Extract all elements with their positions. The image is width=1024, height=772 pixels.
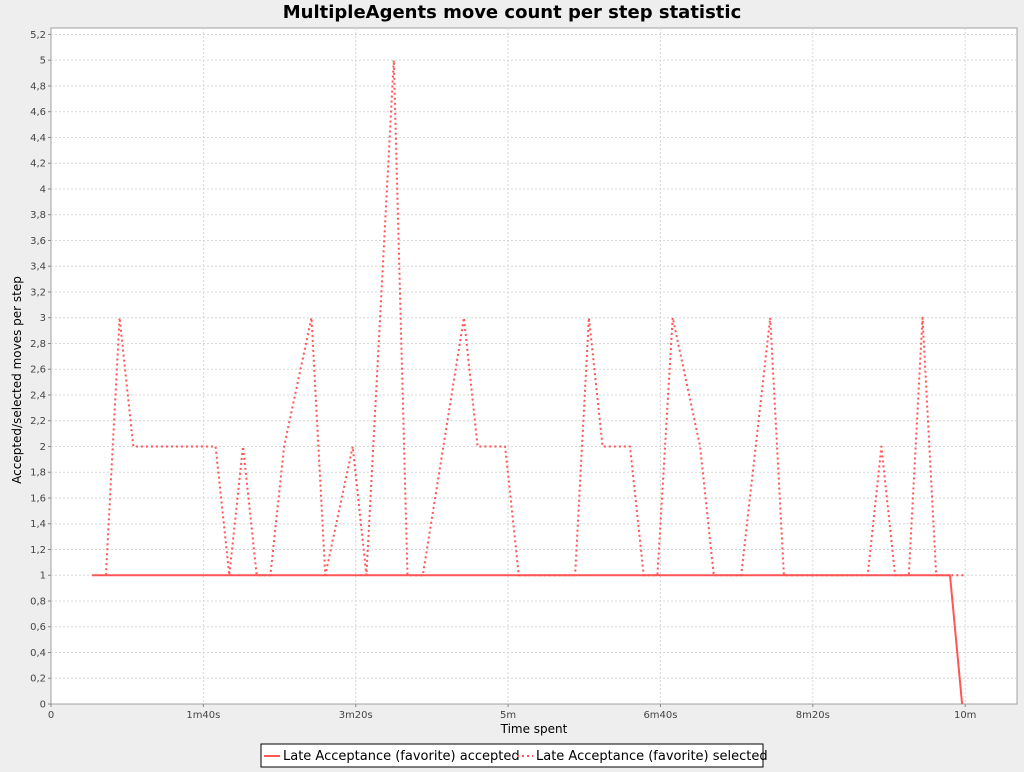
- x-tick-label: 3m20s: [339, 710, 373, 721]
- y-tick-label: 5,2: [30, 30, 46, 41]
- x-tick-label: 10m: [954, 710, 976, 721]
- y-tick-label: 1: [40, 571, 46, 582]
- x-axis-ticks: 0 1m40s 3m20s 5m 6m40s 8m20s 10m: [48, 704, 976, 721]
- y-tick-label: 0,2: [30, 674, 46, 685]
- y-tick-label: 2,2: [30, 416, 46, 427]
- y-tick-label: 2,8: [30, 339, 46, 350]
- y-tick-label: 3: [40, 313, 46, 324]
- x-tick-label: 8m20s: [796, 710, 830, 721]
- legend-label-accepted: Late Acceptance (favorite) accepted: [283, 749, 520, 764]
- y-tick-label: 2: [40, 442, 46, 453]
- y-tick-label: 0,8: [30, 596, 46, 607]
- series-layer: [92, 59, 964, 705]
- x-axis-label: Time spent: [500, 722, 568, 736]
- y-tick-label: 2,6: [30, 365, 46, 376]
- y-tick-label: 0,6: [30, 622, 46, 633]
- legend: Late Acceptance (favorite) accepted Late…: [260, 743, 768, 768]
- y-tick-label: 5: [40, 56, 46, 67]
- y-tick-label: 1,8: [30, 468, 46, 479]
- y-tick-label: 0,4: [30, 648, 46, 659]
- y-tick-label: 1,6: [30, 493, 46, 504]
- chart-title: MultipleAgents move count per step stati…: [283, 2, 742, 23]
- y-tick-label: 1,4: [30, 519, 46, 530]
- y-tick-label: 4,6: [30, 107, 46, 118]
- y-axis-ticks: 0 0,2 0,4 0,6 0,8 1 1,2 1,4 1,6 1,8 2 2,2 2,4 2,6 2,8 3…: [30, 30, 51, 711]
- y-tick-label: 2,4: [30, 390, 46, 401]
- y-tick-label: 4,8: [30, 81, 46, 92]
- plot-area: [50, 27, 1018, 705]
- series-line-selected: [104, 59, 964, 577]
- grid-layer: [51, 28, 1017, 704]
- x-tick-label: 1m40s: [186, 710, 220, 721]
- y-tick-label: 3,2: [30, 287, 46, 298]
- y-tick-label: 3,8: [30, 210, 46, 221]
- y-tick-label: 0: [40, 700, 46, 711]
- y-tick-label: 4,2: [30, 159, 46, 170]
- legend-label-selected: Late Acceptance (favorite) selected: [536, 749, 768, 764]
- y-axis-label: Accepted/selected moves per step: [10, 276, 24, 484]
- x-tick-label: 0: [48, 710, 54, 721]
- x-tick-label: 5m: [500, 710, 516, 721]
- legend-box: [260, 743, 764, 768]
- y-tick-label: 4: [40, 184, 46, 195]
- x-tick-label: 6m40s: [643, 710, 677, 721]
- y-tick-label: 3,4: [30, 262, 46, 273]
- y-tick-label: 1,2: [30, 545, 46, 556]
- series-line-accepted: [92, 574, 964, 705]
- y-tick-label: 3,6: [30, 236, 46, 247]
- y-tick-label: 4,4: [30, 133, 46, 144]
